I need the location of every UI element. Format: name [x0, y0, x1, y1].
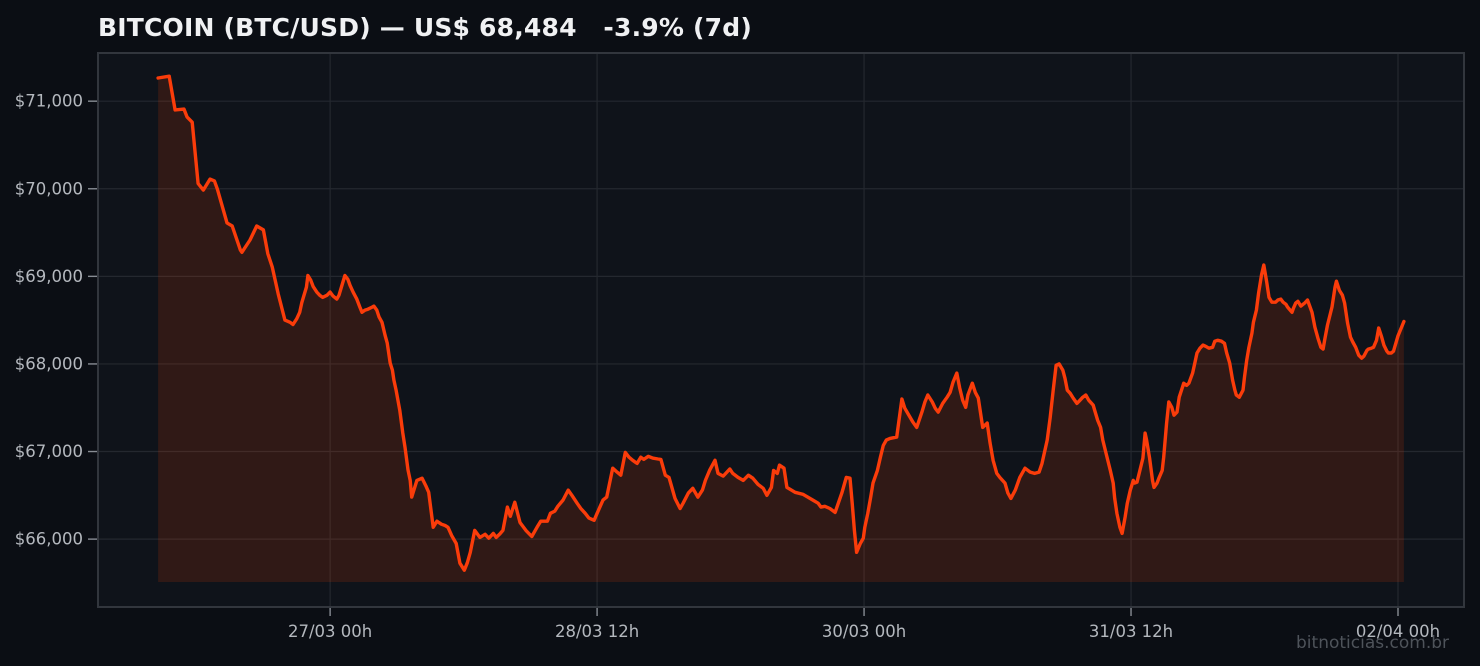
y-axis-label: $70,000	[15, 179, 83, 198]
watermark: bitnoticias.com.br	[1296, 633, 1449, 653]
y-axis-label: $66,000	[15, 530, 83, 549]
y-axis-label: $71,000	[15, 92, 83, 111]
y-axis-label: $69,000	[15, 267, 83, 286]
x-axis-label: 30/03 00h	[822, 622, 906, 641]
price-area	[158, 76, 1404, 582]
plot-border	[97, 52, 1465, 608]
price-line	[156, 74, 1406, 572]
plot-area	[98, 53, 1464, 607]
x-axis-label: 27/03 00h	[288, 622, 372, 641]
x-axis-label: 28/03 12h	[555, 622, 639, 641]
y-axis-label: $67,000	[15, 442, 83, 461]
x-axis-label: 02/04 00h	[1356, 622, 1440, 641]
page-title: BITCOIN (BTC/USD) — US$ 68,484 -3.9% (7d…	[98, 13, 752, 42]
y-axis-label: $68,000	[15, 354, 83, 373]
x-axis-label: 31/03 12h	[1089, 622, 1173, 641]
